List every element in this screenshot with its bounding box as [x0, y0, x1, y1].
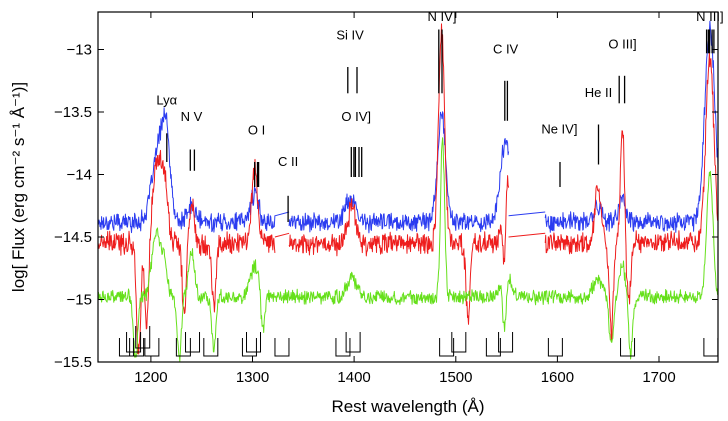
absorption-bracket: [274, 338, 290, 357]
emission-line-label: Ne IV]: [541, 121, 577, 136]
emission-line-label: O III]: [608, 36, 636, 51]
x-tick-label: 1400: [337, 369, 370, 386]
absorption-bracket: [129, 338, 145, 357]
y-tick-label: −15: [67, 292, 92, 309]
x-tick-label: 1600: [541, 369, 574, 386]
emission-line-marker: C IV: [493, 41, 519, 121]
absorption-bracket: [175, 338, 191, 357]
series-line-3: [98, 137, 718, 362]
absorption-bracket: [118, 338, 134, 357]
emission-line-marker: Lyα: [156, 93, 178, 162]
axis-ticks-layer: 1200 1300 1400 1500 1600 1700 −15.5 −15 −14.5 −14…: [54, 12, 718, 386]
emission-line-marker: O I: [248, 123, 265, 187]
emission-line-label: O I: [248, 123, 265, 138]
y-tick-label: −13.5: [54, 104, 92, 121]
y-tick-label: −13: [67, 42, 92, 59]
emission-line-marker: N IV]: [428, 9, 457, 94]
emission-line-label: C II: [278, 154, 298, 169]
y-tick-label: −14.5: [54, 229, 92, 246]
y-tick-label: −14: [67, 167, 92, 184]
emission-line-marker: Si IV: [336, 28, 364, 94]
x-tick-label: 1300: [236, 369, 269, 386]
emission-line-label: O IV]: [341, 109, 371, 124]
line-markers-layer: Lyα N V O I C II Si IV O IV] N IV] C IV Ne IV] He…: [156, 9, 724, 222]
plot-frame: [97, 11, 719, 363]
y-axis-label: log[ Flux (erg cm⁻² s⁻¹ Å⁻¹)]: [9, 82, 28, 292]
series-line-1: [98, 20, 718, 234]
absorption-bracket: [620, 338, 636, 357]
emission-line-marker: C II: [278, 154, 298, 222]
absorption-bracket: [345, 332, 361, 353]
series-line-2: [98, 23, 718, 355]
absorption-bracket: [547, 338, 563, 357]
absorption-bracket: [703, 338, 719, 357]
emission-line-marker: He II: [585, 85, 612, 165]
emission-line-marker: Ne IV]: [541, 121, 577, 187]
absorption-brackets-layer: [118, 326, 719, 357]
emission-line-marker: N V: [181, 109, 203, 171]
absorption-bracket: [439, 338, 455, 357]
emission-line-marker: O III]: [608, 36, 637, 104]
x-tick-label: 1500: [439, 369, 472, 386]
absorption-bracket: [185, 332, 201, 353]
spectra-layer: [98, 20, 718, 362]
absorption-bracket: [126, 332, 142, 353]
absorption-bracket: [135, 326, 151, 349]
absorption-bracket: [451, 332, 467, 353]
emission-line-label: N V: [181, 109, 203, 124]
absorption-bracket: [485, 338, 501, 357]
absorption-bracket: [498, 332, 514, 353]
y-tick-label: −15.5: [54, 354, 92, 371]
emission-line-label: He II: [585, 85, 612, 100]
emission-line-marker: O IV]: [341, 109, 371, 177]
emission-line-label: Si IV: [336, 28, 364, 43]
absorption-bracket: [144, 338, 160, 357]
x-tick-label: 1200: [134, 369, 167, 386]
absorption-bracket: [241, 338, 257, 357]
emission-line-label: N IV]: [428, 9, 457, 24]
emission-line-label: C IV: [493, 41, 519, 56]
x-axis-label: Rest wavelength (Å): [331, 397, 484, 416]
absorption-bracket: [246, 332, 262, 353]
absorption-bracket: [335, 338, 351, 357]
x-tick-label: 1700: [642, 369, 675, 386]
emission-line-label: Lyα: [156, 93, 177, 108]
emission-line-marker: N III]: [696, 9, 724, 54]
emission-line-label: N III]: [696, 9, 723, 24]
absorption-bracket: [203, 338, 219, 357]
